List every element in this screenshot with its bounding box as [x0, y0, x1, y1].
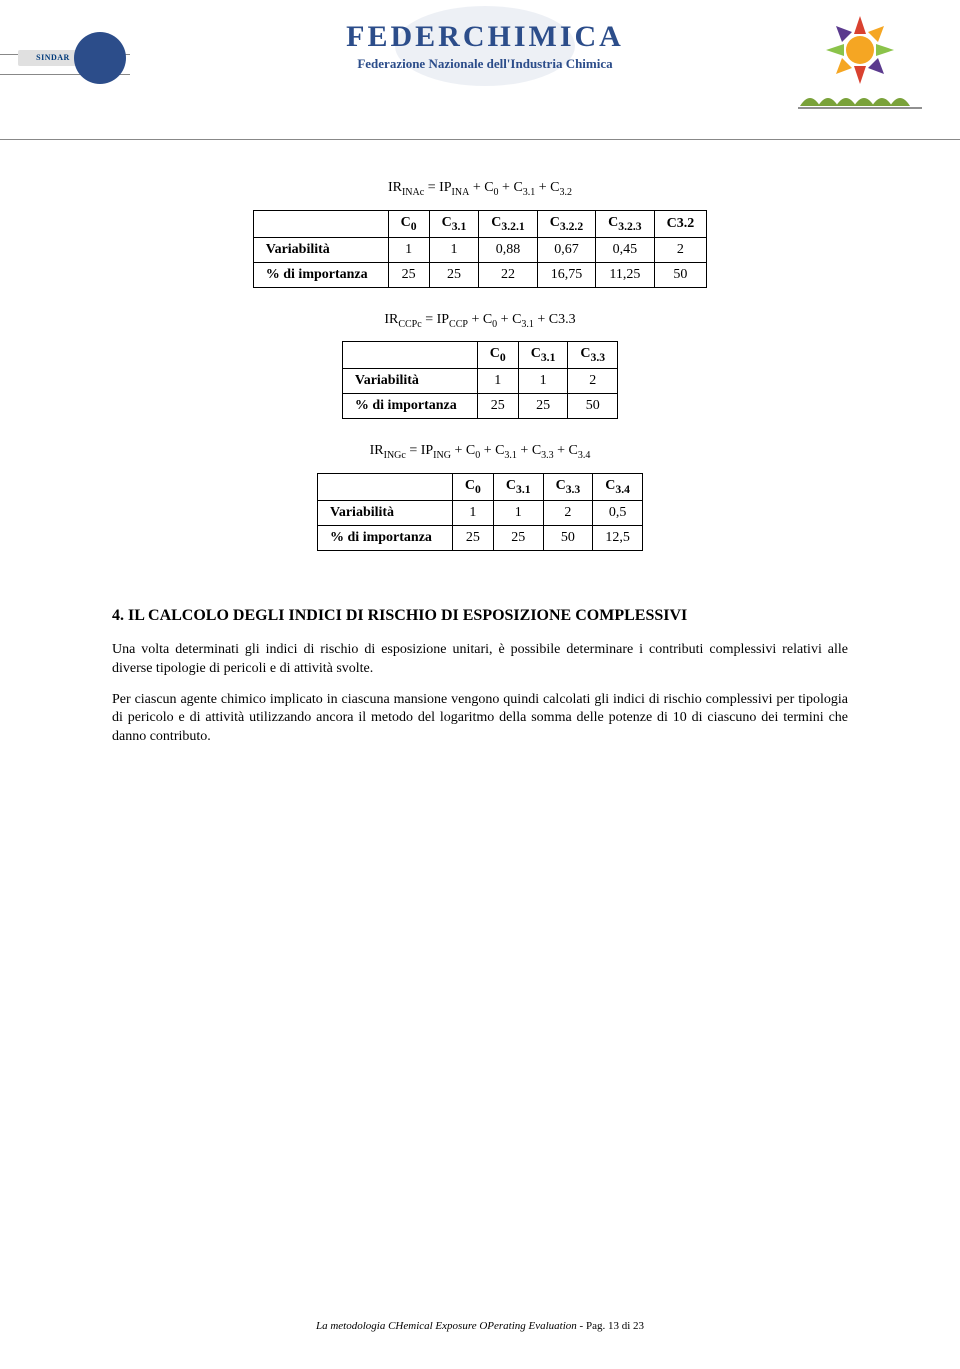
- section-title: 4. IL CALCOLO DEGLI INDICI DI RISCHIO DI…: [112, 607, 848, 625]
- table-ing: C0 C3.1 C3.3 C3.4 Variabilità 1 1 2 0,5 …: [317, 473, 643, 551]
- formula-ccp: IRCCPc = IPCCP + C0 + C3.1 + C3.3: [112, 312, 848, 330]
- cell: 0,5: [593, 500, 643, 525]
- empty-header-cell: [253, 210, 388, 237]
- table-row: Variabilità 1 1 0,88 0,67 0,45 2: [253, 237, 706, 262]
- row-label: Variabilità: [253, 237, 388, 262]
- table-ccp: C0 C3.1 C3.3 Variabilità 1 1 2 % di impo…: [342, 341, 618, 419]
- cell: 50: [654, 262, 707, 287]
- cell: 22: [479, 262, 537, 287]
- row-label: Variabilità: [342, 369, 477, 394]
- federchimica-logo: FEDERCHIMICA Federazione Nazionale dell'…: [260, 20, 710, 72]
- row-label: % di importanza: [318, 525, 453, 550]
- col-header: C0: [388, 210, 429, 237]
- cell: 0,67: [537, 237, 595, 262]
- col-header: C3.1: [493, 473, 543, 500]
- col-header: C3.1: [518, 342, 568, 369]
- cell: 16,75: [537, 262, 595, 287]
- cell: 11,25: [596, 262, 654, 287]
- cell: 1: [452, 500, 493, 525]
- row-label: Variabilità: [318, 500, 453, 525]
- row-label: % di importanza: [342, 394, 477, 419]
- table-row: C0 C3.1 C3.2.1 C3.2.2 C3.2.3 C3.2: [253, 210, 706, 237]
- sun-logo-icon: [790, 10, 930, 120]
- cell: 0,45: [596, 237, 654, 262]
- cell: 1: [493, 500, 543, 525]
- paragraph: Per ciascun agente chimico implicato in …: [112, 691, 848, 748]
- empty-header-cell: [318, 473, 453, 500]
- sindar-circle-icon: [74, 32, 126, 84]
- page-content: IRINAc = IPINA + C0 + C3.1 + C3.2 C0 C3.…: [0, 180, 960, 747]
- formula-ina: IRINAc = IPINA + C0 + C3.1 + C3.2: [112, 180, 848, 198]
- federchimica-subtitle: Federazione Nazionale dell'Industria Chi…: [260, 56, 710, 72]
- table-row: C0 C3.1 C3.3 C3.4: [318, 473, 643, 500]
- col-header: C0: [477, 342, 518, 369]
- cell: 25: [429, 262, 479, 287]
- page-header: SINDAR FEDERCHIMICA Federazione Nazional…: [0, 0, 960, 140]
- cell: 25: [452, 525, 493, 550]
- footer-page-number: Pag. 13 di 23: [586, 1320, 644, 1332]
- cell: 2: [568, 369, 618, 394]
- cell: 2: [543, 500, 593, 525]
- page-footer: La metodologia CHemical Exposure OPerati…: [0, 1320, 960, 1332]
- formula-ing: IRINGc = IPING + C0 + C3.1 + C3.3 + C3.4: [112, 443, 848, 461]
- cell: 50: [568, 394, 618, 419]
- cell: 12,5: [593, 525, 643, 550]
- cell: 2: [654, 237, 707, 262]
- cell: 1: [429, 237, 479, 262]
- paragraph: Una volta determinati gli indici di risc…: [112, 641, 848, 679]
- cell: 0,88: [479, 237, 537, 262]
- col-header: C3.1: [429, 210, 479, 237]
- col-header: C3.2.1: [479, 210, 537, 237]
- col-header: C3.3: [568, 342, 618, 369]
- col-header: C3.3: [543, 473, 593, 500]
- table-row: C0 C3.1 C3.3: [342, 342, 617, 369]
- table-ina: C0 C3.1 C3.2.1 C3.2.2 C3.2.3 C3.2 Variab…: [253, 210, 707, 288]
- table-row: % di importanza 25 25 50 12,5: [318, 525, 643, 550]
- footer-doc-title: La metodologia CHemical Exposure OPerati…: [316, 1320, 577, 1332]
- cell: 25: [518, 394, 568, 419]
- row-label: % di importanza: [253, 262, 388, 287]
- col-header: C3.2: [654, 210, 707, 237]
- cell: 1: [388, 237, 429, 262]
- cell: 1: [477, 369, 518, 394]
- table-row: Variabilità 1 1 2: [342, 369, 617, 394]
- cell: 25: [493, 525, 543, 550]
- empty-header-cell: [342, 342, 477, 369]
- section-number: 4.: [112, 607, 124, 624]
- cell: 25: [477, 394, 518, 419]
- cell: 1: [518, 369, 568, 394]
- cell: 25: [388, 262, 429, 287]
- col-header: C0: [452, 473, 493, 500]
- federchimica-title: FEDERCHIMICA: [260, 20, 710, 54]
- col-header: C3.4: [593, 473, 643, 500]
- col-header: C3.2.3: [596, 210, 654, 237]
- sindar-logo: SINDAR: [18, 32, 126, 84]
- table-row: Variabilità 1 1 2 0,5: [318, 500, 643, 525]
- cell: 50: [543, 525, 593, 550]
- table-row: % di importanza 25 25 22 16,75 11,25 50: [253, 262, 706, 287]
- table-row: % di importanza 25 25 50: [342, 394, 617, 419]
- section-title-text: IL CALCOLO DEGLI INDICI DI RISCHIO DI ES…: [128, 607, 687, 624]
- col-header: C3.2.2: [537, 210, 595, 237]
